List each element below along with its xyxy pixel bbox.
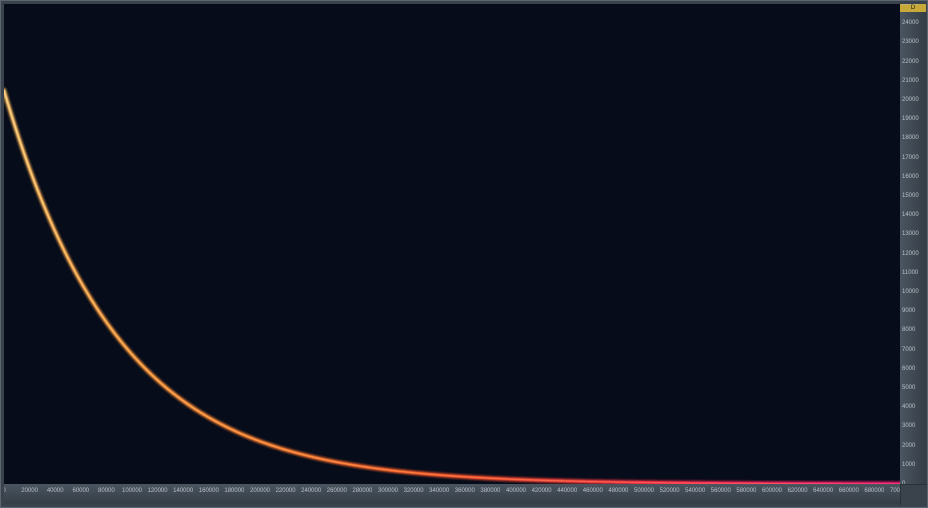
x-tick-label: 500000: [634, 488, 654, 494]
y-tick-label: 17000: [902, 155, 919, 161]
y-tick-label: 12000: [902, 251, 919, 257]
x-tick-label: 640000: [813, 488, 833, 494]
y-tick-label: 19000: [902, 116, 919, 122]
x-tick-label: 160000: [199, 488, 219, 494]
y-tick-label: 20000: [902, 97, 919, 103]
x-tick-label: 680000: [864, 488, 884, 494]
x-tick-label: 360000: [455, 488, 475, 494]
x-tick-label: 320000: [404, 488, 424, 494]
y-tick-label: 18000: [902, 135, 919, 141]
y-tick-label: 10000: [902, 289, 919, 295]
x-tick-label: 440000: [557, 488, 577, 494]
chart-frame: 0 20000 40000 60000 80000 100000 120000 140000 1…: [0, 0, 928, 508]
x-tick-label: 520000: [660, 488, 680, 494]
x-tick-label: 700000: [890, 488, 900, 494]
x-tick-label: 80000: [98, 488, 115, 494]
y-tick-label: 15000: [902, 193, 919, 199]
x-tick-label: 220000: [276, 488, 296, 494]
y-tick-label: 3000: [902, 423, 915, 429]
y-tick-label: 14000: [902, 212, 919, 218]
y-tick-label: 4000: [902, 404, 915, 410]
y-tick-label: 8000: [902, 327, 915, 333]
x-tick-label: 60000: [72, 488, 89, 494]
x-tick-label: 560000: [711, 488, 731, 494]
x-tick-label: 180000: [224, 488, 244, 494]
y-tick-label: 5000: [902, 385, 915, 391]
x-tick-label: 620000: [788, 488, 808, 494]
axis-corner: [900, 484, 927, 505]
x-tick-label: 260000: [327, 488, 347, 494]
series-curve: [4, 4, 900, 484]
x-axis[interactable]: 0 20000 40000 60000 80000 100000 120000 140000 1…: [4, 484, 900, 504]
y-tick-label: 13000: [902, 231, 919, 237]
x-tick-label: 380000: [480, 488, 500, 494]
x-tick-label: 100000: [122, 488, 142, 494]
y-axis[interactable]: D 01000200030004000500060007000800090001…: [900, 4, 926, 484]
x-tick-label: 600000: [762, 488, 782, 494]
x-tick-label: 40000: [47, 488, 64, 494]
y-tick-label: 25000: [902, 4, 919, 7]
y-tick-label: 9000: [902, 308, 915, 314]
x-tick-label: 280000: [352, 488, 372, 494]
x-tick-label: 140000: [173, 488, 193, 494]
x-tick-label: 660000: [839, 488, 859, 494]
x-tick-label: 420000: [532, 488, 552, 494]
y-tick-label: 24000: [902, 20, 919, 26]
x-tick-label: 540000: [685, 488, 705, 494]
y-tick-label: 7000: [902, 347, 915, 353]
y-tick-label: 11000: [902, 270, 918, 276]
y-tick-label: 1000: [902, 462, 915, 468]
x-tick-label: 240000: [301, 488, 321, 494]
x-tick-label: 340000: [429, 488, 449, 494]
x-tick-label: 300000: [378, 488, 398, 494]
y-tick-label: 6000: [902, 366, 915, 372]
x-tick-label: 20000: [21, 488, 38, 494]
x-tick-label: 400000: [506, 488, 526, 494]
y-tick-label: 22000: [902, 59, 919, 65]
x-tick-label: 200000: [250, 488, 270, 494]
x-tick-label: 120000: [148, 488, 168, 494]
y-tick-label: 2000: [902, 443, 915, 449]
x-tick-label: 580000: [736, 488, 756, 494]
x-tick-label: 460000: [583, 488, 603, 494]
y-tick-label: 21000: [902, 78, 919, 84]
x-tick-label: 480000: [608, 488, 628, 494]
y-tick-label: 16000: [902, 174, 919, 180]
plot-area[interactable]: [4, 4, 900, 484]
y-tick-label: 23000: [902, 39, 919, 45]
x-tick-label: 0: [4, 488, 6, 494]
